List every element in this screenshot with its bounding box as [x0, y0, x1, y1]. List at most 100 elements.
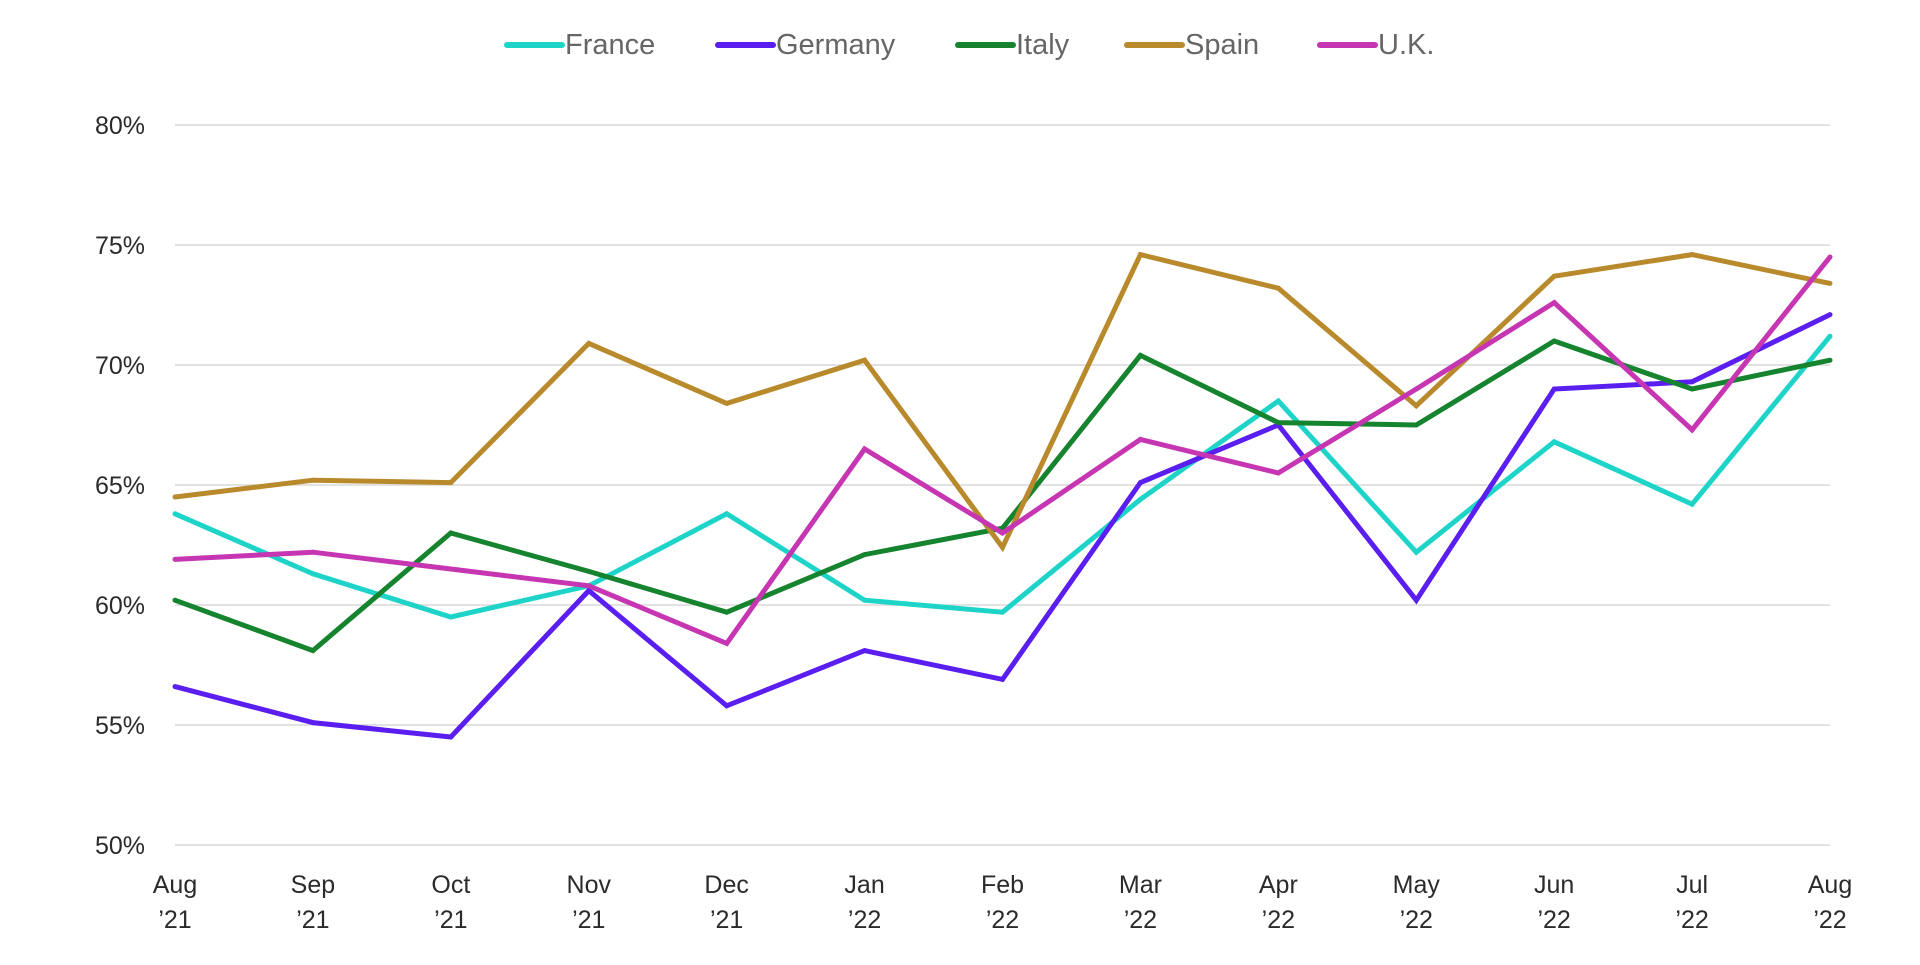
- legend-item-spain: Spain: [1124, 29, 1259, 61]
- x-tick-label: Jan ’22: [844, 871, 884, 934]
- y-tick-label: 75%: [95, 232, 145, 260]
- data-point-germany: [448, 734, 454, 740]
- x-tick-year: ’21: [572, 906, 605, 934]
- legend-label: U.K.: [1378, 29, 1434, 61]
- x-tick-label: Oct ’21: [431, 871, 470, 934]
- series-lines: [172, 251, 1833, 740]
- data-point-u-k: [1413, 386, 1419, 392]
- data-point-spain: [1827, 280, 1833, 286]
- data-point-u-k: [862, 446, 868, 452]
- data-point-spain: [1000, 544, 1005, 550]
- data-point-spain: [1689, 252, 1695, 258]
- x-tick-year: ’22: [848, 906, 881, 934]
- data-point-germany: [172, 684, 178, 690]
- data-point-france: [1827, 333, 1833, 339]
- data-point-germany: [1551, 386, 1557, 392]
- x-tick-month: Feb: [981, 871, 1024, 899]
- data-point-u-k: [1689, 427, 1695, 433]
- data-point-france: [1137, 496, 1143, 502]
- data-point-germany: [586, 588, 592, 594]
- x-tick-month: Apr: [1259, 871, 1298, 899]
- data-point-italy: [1551, 338, 1557, 344]
- data-point-france: [724, 511, 730, 517]
- x-tick-month: Sep: [291, 871, 335, 899]
- data-point-u-k: [1000, 530, 1005, 536]
- x-tick-year: ’22: [1400, 906, 1433, 934]
- x-tick-label: Nov ’21: [567, 871, 612, 934]
- x-tick-year: ’22: [1537, 906, 1570, 934]
- legend-item-germany: Germany: [715, 29, 896, 61]
- x-tick-month: Mar: [1119, 871, 1162, 899]
- x-tick-label: May ’22: [1393, 871, 1441, 934]
- series-spain: [172, 251, 1833, 553]
- x-tick-year: ’22: [1675, 906, 1708, 934]
- x-tick-month: May: [1393, 871, 1441, 899]
- x-tick-month: Aug: [1808, 871, 1852, 899]
- data-point-spain: [172, 494, 178, 500]
- data-point-u-k: [1827, 254, 1833, 260]
- data-point-germany: [1689, 379, 1695, 385]
- x-tick-label: Feb ’22: [981, 871, 1024, 934]
- data-point-france: [1551, 439, 1557, 445]
- legend-label: Italy: [1016, 29, 1070, 61]
- x-tick-label: Aug ’22: [1808, 871, 1852, 934]
- data-point-italy: [172, 597, 178, 603]
- x-tick-year: ’22: [1124, 906, 1157, 934]
- gridlines: [175, 124, 1830, 846]
- data-point-germany: [1137, 480, 1143, 486]
- data-point-germany: [1827, 312, 1833, 318]
- legend-item-italy: Italy: [955, 29, 1070, 61]
- data-point-italy: [1275, 420, 1281, 426]
- series-france: [172, 333, 1833, 620]
- data-point-germany: [724, 703, 730, 709]
- legend: France Germany Italy Spain U.K.: [504, 29, 1434, 61]
- x-tick-label: Dec ’21: [704, 871, 748, 934]
- data-point-germany: [862, 648, 868, 654]
- data-point-u-k: [1275, 470, 1281, 476]
- data-point-france: [310, 571, 316, 577]
- x-tick-year: ’21: [296, 906, 329, 934]
- x-tick-year: ’21: [434, 906, 467, 934]
- data-point-spain: [448, 480, 454, 486]
- data-point-italy: [1689, 386, 1695, 392]
- x-tick-year: ’21: [710, 906, 743, 934]
- legend-label: Germany: [776, 29, 896, 61]
- y-axis: 50% 55% 60% 65% 70% 75% 80%: [95, 112, 145, 860]
- data-point-italy: [1137, 352, 1143, 358]
- data-point-france: [1413, 549, 1419, 555]
- y-tick-label: 60%: [95, 592, 145, 620]
- data-point-u-k: [724, 640, 730, 646]
- x-tick-month: Jan: [844, 871, 884, 899]
- x-tick-label: Aug ’21: [153, 871, 197, 934]
- data-point-italy: [1827, 357, 1833, 363]
- x-tick-year: ’22: [1262, 906, 1295, 934]
- legend-label: France: [565, 29, 655, 61]
- data-point-germany: [1413, 597, 1419, 603]
- data-point-u-k: [1137, 436, 1143, 442]
- data-point-spain: [862, 357, 868, 363]
- x-axis: Aug ’21 Sep ’21 Oct ’21 Nov ’21 Dec ’21 Jan ’22 Feb ’…: [153, 871, 1852, 934]
- data-point-italy: [586, 568, 592, 574]
- y-tick-label: 70%: [95, 352, 145, 380]
- y-tick-label: 80%: [95, 112, 145, 140]
- data-point-u-k: [310, 549, 316, 555]
- series-line-u-k: [174, 255, 1832, 647]
- data-point-spain: [1413, 403, 1419, 409]
- legend-item-france: France: [504, 29, 655, 61]
- y-tick-label: 55%: [95, 712, 145, 740]
- data-point-u-k: [448, 566, 454, 572]
- data-point-france: [1275, 398, 1281, 404]
- series-line-spain: [174, 251, 1831, 553]
- data-point-italy: [448, 530, 454, 536]
- data-point-france: [1689, 501, 1695, 507]
- x-tick-label: Sep ’21: [291, 871, 335, 934]
- data-point-france: [172, 511, 178, 517]
- legend-item-u-k: U.K.: [1317, 29, 1434, 61]
- data-point-italy: [862, 552, 868, 558]
- data-point-u-k: [172, 556, 178, 562]
- legend-label: Spain: [1185, 29, 1259, 61]
- data-point-france: [448, 614, 454, 620]
- x-tick-label: Jun ’22: [1534, 871, 1574, 934]
